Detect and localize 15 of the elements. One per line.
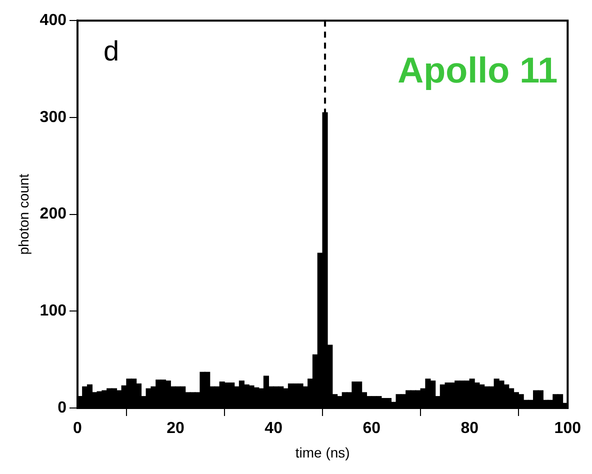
y-tick-label: 300 (40, 108, 67, 126)
y-tick-label: 0 (58, 399, 67, 416)
y-tick-label: 400 (40, 12, 67, 30)
y-axis-title: photon count (15, 174, 32, 255)
x-tick-label: 20 (166, 420, 185, 438)
x-tick-label: 0 (73, 420, 82, 438)
x-tick-label: 80 (460, 420, 479, 438)
annotation: d (103, 35, 120, 66)
annotation: Apollo 11 (398, 50, 558, 91)
x-tick-label: 60 (362, 420, 381, 438)
x-tick-label: 100 (554, 420, 582, 438)
y-tick-label: 200 (40, 206, 67, 223)
x-tick-label: 40 (264, 420, 283, 438)
x-axis-title: time (ns) (295, 444, 350, 460)
y-tick-label: 100 (40, 302, 67, 320)
